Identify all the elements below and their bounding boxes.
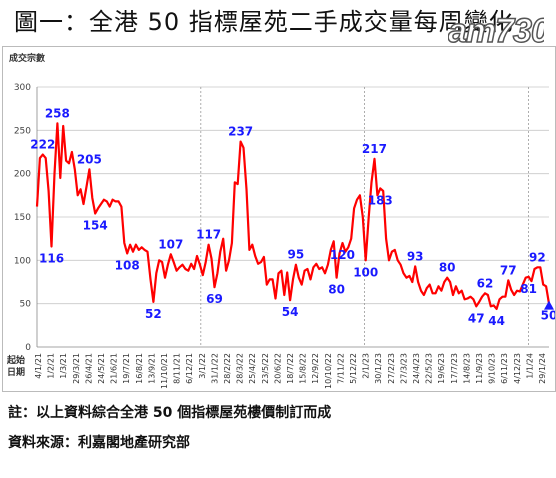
x-tick-label: 27/3/23	[399, 353, 408, 384]
data-label: 95	[288, 248, 305, 262]
data-label: 237	[228, 125, 253, 139]
x-tick-label: 22/5/23	[425, 353, 434, 384]
x-tick-label: 16/8/21	[135, 353, 144, 384]
data-label: 117	[196, 228, 221, 242]
x-tick-label: 13/9/21	[147, 353, 156, 384]
y-tick-label: 100	[14, 256, 31, 266]
data-label: 47	[468, 311, 485, 325]
x-tick-label: 19/6/23	[437, 353, 446, 384]
data-label: 92	[529, 250, 546, 264]
x-tick-label: 1/3/21	[59, 353, 68, 379]
x-tick-label: 26/4/21	[84, 353, 93, 384]
x-tick-label: 9/10/23	[488, 353, 497, 384]
chart-panel: 成交宗數 0 50 100 150 200 250 300 4/1/21 1/2/21 1/3/21…	[2, 46, 556, 392]
data-label: 50	[541, 309, 555, 323]
page-title: 圖一：全港 50 指標屋苑二手成交量每周變化	[14, 8, 514, 36]
x-tick-label: 29/1/24	[538, 353, 547, 384]
svg-text:am730: am730	[448, 12, 544, 48]
data-label: 52	[145, 307, 162, 321]
data-label: 107	[158, 237, 183, 251]
x-tick-label: 3/1/22	[198, 353, 207, 379]
data-label: 183	[368, 193, 393, 207]
x-tick-label: 28/3/22	[236, 353, 245, 384]
x-tick-label: 8/11/21	[173, 353, 182, 384]
data-label: 100	[353, 265, 378, 279]
x-tick-label: 1/1/24	[525, 353, 534, 379]
x-start-label: 日期	[7, 366, 25, 378]
x-tick-label: 31/1/22	[210, 353, 219, 384]
data-label: 62	[477, 276, 494, 290]
x-tick-label: 4/1/21	[34, 353, 43, 379]
x-tick-label: 24/4/23	[412, 353, 421, 384]
data-label: 217	[362, 142, 387, 156]
source-note: 資料來源：利嘉閣地產研究部	[8, 435, 190, 451]
data-label: 258	[45, 106, 70, 120]
y-axis-label: 成交宗數	[9, 52, 46, 64]
y-tick-label: 0	[25, 343, 31, 353]
y-tick-label: 50	[20, 300, 32, 310]
data-label: 154	[83, 219, 108, 233]
x-tick-label: 30/1/23	[374, 353, 383, 384]
series-line	[35, 122, 551, 310]
x-tick-label: 20/6/22	[273, 353, 282, 384]
x-tick-label: 15/8/22	[299, 353, 308, 384]
data-label: 93	[407, 249, 424, 263]
x-tick-label: 11/10/21	[160, 353, 169, 389]
x-tick-label: 14/8/23	[462, 353, 471, 384]
x-tick-label: 6/11/23	[500, 353, 509, 384]
x-tick-label: 25/4/22	[248, 353, 257, 384]
x-tick-label: 17/7/23	[450, 353, 459, 384]
data-label: 205	[77, 152, 102, 166]
x-tick-label: 10/10/22	[324, 353, 333, 389]
x-tick-label: 23/5/22	[261, 353, 270, 384]
x-tick-label: 7/11/22	[336, 353, 345, 384]
y-tick-label: 200	[14, 170, 31, 180]
data-label: 120	[330, 248, 355, 262]
data-label: 108	[115, 258, 140, 272]
chart: 成交宗數 0 50 100 150 200 250 300 4/1/21 1/2/21 1/3/21…	[6, 52, 555, 389]
x-tick-label: 11/9/23	[475, 353, 484, 384]
data-label: 80	[439, 261, 456, 275]
y-tick-label: 300	[14, 83, 31, 93]
y-tick-label: 250	[14, 126, 31, 136]
x-tick-label: 4/12/23	[513, 353, 522, 384]
x-tick-label: 1/2/21	[47, 353, 56, 379]
x-tick-label: 12/9/22	[311, 353, 320, 384]
data-label: 54	[282, 305, 299, 319]
x-tick-label: 5/12/22	[349, 353, 358, 384]
x-tick-label: 18/7/22	[286, 353, 295, 384]
x-tick-label: 6/12/21	[185, 353, 194, 384]
data-label: 77	[500, 263, 517, 277]
data-label: 222	[30, 138, 55, 152]
footnote: 註：以上資料綜合全港 50 個指標屋苑樓價制訂而成	[8, 405, 332, 421]
am730-logo: am730	[448, 12, 544, 48]
data-label: 69	[206, 292, 223, 306]
x-tick-label: 24/5/21	[97, 353, 106, 384]
data-label: 116	[39, 251, 64, 265]
data-label: 81	[520, 282, 537, 296]
x-tick-label: 2/1/23	[362, 353, 371, 379]
x-tick-label: 19/7/21	[122, 353, 131, 384]
x-start-label: 起始	[6, 354, 25, 366]
end-point-marker	[544, 300, 554, 310]
x-tick-label: 21/6/21	[110, 353, 119, 384]
data-label: 80	[328, 283, 345, 297]
y-tick-label: 150	[14, 213, 31, 223]
x-tick-label: 29/3/21	[72, 353, 81, 384]
data-label: 44	[488, 314, 505, 328]
x-tick-label: 27/2/23	[387, 353, 396, 384]
x-tick-label: 28/2/22	[223, 353, 232, 384]
